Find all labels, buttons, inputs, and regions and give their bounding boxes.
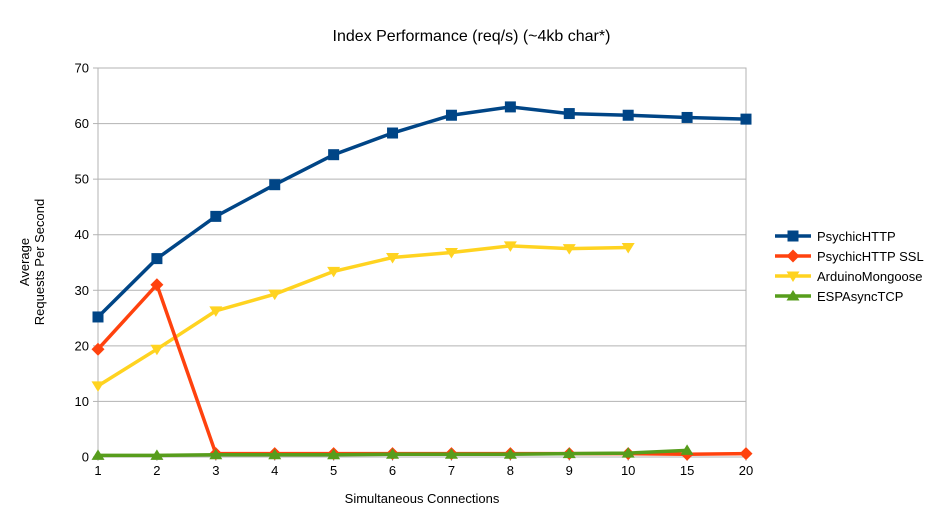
x-tick-label: 4 — [271, 463, 278, 478]
series-marker-arduinomongoose — [209, 306, 223, 317]
series-marker-espasynctcp — [209, 448, 223, 460]
series-marker-arduinomongoose — [562, 244, 576, 255]
series-marker-arduinomongoose — [268, 289, 282, 301]
legend-label: ESPAsyncTCP — [817, 288, 904, 304]
x-tick-label: 1 — [94, 463, 101, 478]
x-axis-title: Simultaneous Connections — [344, 491, 500, 506]
x-tick-label: 5 — [330, 463, 337, 478]
series-marker-arduinomongoose — [91, 381, 105, 392]
y-axis-title-line2: Requests Per Second — [32, 198, 47, 326]
series-marker-arduinomongoose — [327, 266, 341, 278]
y-tick-label: 50 — [75, 172, 89, 187]
legend-marker-icon — [775, 271, 811, 282]
series-marker-espasynctcp — [327, 448, 341, 460]
y-tick-label: 30 — [75, 283, 89, 298]
series-marker-espasynctcp — [680, 444, 694, 455]
series-marker-arduinomongoose — [503, 241, 517, 252]
series-line-arduinomongoose — [97, 244, 629, 388]
legend-label: ArduinoMongoose — [817, 268, 923, 284]
legend-label: PsychicHTTP SSL — [817, 248, 924, 264]
series-marker-psychichttp — [622, 109, 634, 121]
series-marker-psychichttp — [328, 149, 340, 161]
legend-label: PsychicHTTP — [817, 228, 896, 244]
x-tick-label: 6 — [389, 463, 396, 478]
legend-marker-icon — [775, 230, 811, 242]
y-tick-label: 10 — [75, 394, 89, 409]
series-marker-psychichttp — [151, 253, 163, 265]
legend-marker-icon — [775, 290, 811, 301]
series-marker-psychichttp — [445, 109, 457, 121]
y-tick-label: 60 — [75, 116, 89, 131]
x-tick-label: 3 — [212, 463, 219, 478]
series-marker-espasynctcp — [444, 448, 458, 459]
series-marker-psychichttp — [740, 113, 752, 125]
x-tick-label: 10 — [621, 463, 635, 478]
legend-marker-icon — [775, 249, 811, 263]
series-marker-espasynctcp — [150, 449, 164, 460]
series-line-psychichttp-ssl — [96, 281, 747, 456]
y-tick-label: 20 — [75, 338, 89, 353]
x-tick-label: 15 — [680, 463, 694, 478]
x-tick-label: 9 — [566, 463, 573, 478]
y-tick-label: 70 — [75, 61, 89, 76]
series-marker-arduinomongoose — [150, 344, 164, 356]
series-marker-arduinomongoose — [386, 252, 400, 264]
x-tick-label: 7 — [448, 463, 455, 478]
series-marker-espasynctcp — [503, 448, 517, 459]
series-marker-arduinomongoose — [621, 242, 635, 254]
series-marker-psychichttp-ssl — [739, 447, 753, 461]
series-marker-espasynctcp — [621, 447, 635, 458]
legend-item-espasynctcp: ESPAsyncTCP — [775, 286, 924, 306]
plot-border — [97, 67, 747, 458]
x-tick-label: 20 — [739, 463, 753, 478]
legend-item-psychichttp: PsychicHTTP — [775, 226, 924, 246]
legend: PsychicHTTP PsychicHTTP SSL ArduinoMongoos… — [775, 226, 924, 306]
x-tick-label: 2 — [153, 463, 160, 478]
y-axis-title-line1: Average — [17, 237, 32, 287]
series-line-psychichttp — [96, 105, 747, 319]
series-marker-psychichttp — [210, 210, 222, 222]
series-marker-psychichttp — [92, 311, 104, 323]
series-marker-psychichttp-ssl — [150, 278, 164, 292]
series-marker-espasynctcp — [91, 449, 105, 460]
series-marker-psychichttp — [563, 108, 575, 120]
series-marker-espasynctcp — [386, 448, 400, 459]
series-marker-arduinomongoose — [444, 247, 458, 259]
series-marker-psychichttp — [269, 179, 281, 191]
y-axis-title: Average Requests Per Second — [17, 162, 49, 362]
y-tick-label: 0 — [82, 450, 89, 465]
series-marker-espasynctcp — [562, 447, 576, 459]
series-marker-espasynctcp — [268, 448, 282, 460]
series-marker-psychichttp-ssl — [91, 342, 105, 356]
legend-item-psychichttp-ssl: PsychicHTTP SSL — [775, 246, 924, 266]
series-marker-psychichttp — [681, 111, 693, 123]
legend-item-arduinomongoose: ArduinoMongoose — [775, 266, 924, 286]
series-marker-psychichttp — [387, 127, 399, 139]
x-tick-label: 8 — [507, 463, 514, 478]
chart-title: Index Performance (req/s) (~4kb char*) — [332, 28, 611, 45]
series-marker-psychichttp — [504, 101, 516, 113]
y-tick-label: 40 — [75, 227, 89, 242]
